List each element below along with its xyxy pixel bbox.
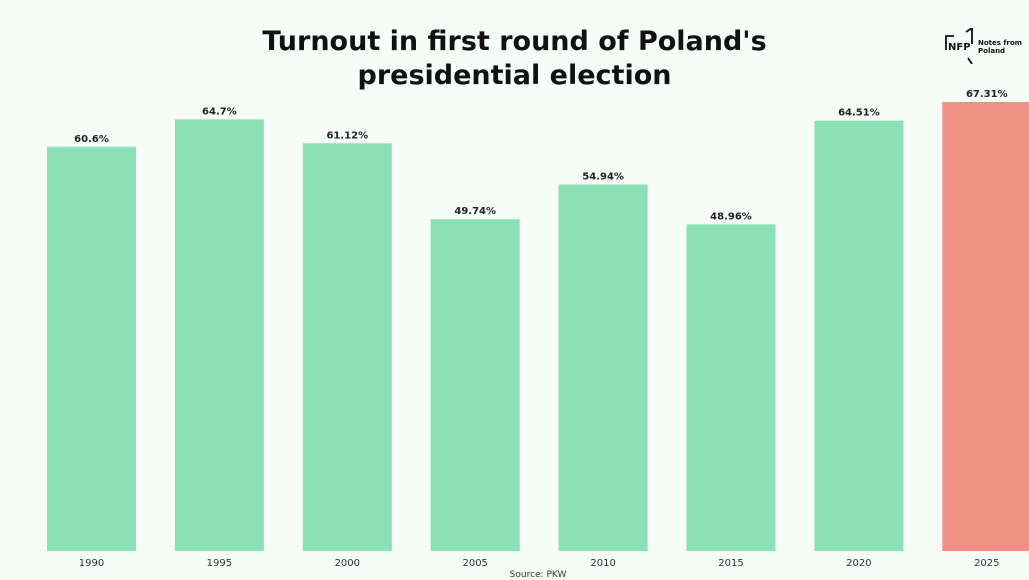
logo-name-line-1: Notes from [978,39,1022,47]
bar-1990 [47,146,136,552]
logo-mark-text: NFP [948,42,971,53]
bar-2015 [686,224,776,551]
bar-2025 [942,102,1029,551]
bar-2000 [302,143,392,552]
nfp-logo-icon: NFP [945,28,973,64]
x-tick-2020: 2020 [846,558,871,569]
publisher-logo: NFP Notes from Poland [944,28,1026,64]
bars-group [47,102,1029,552]
data-label-1990: 60.6% [74,134,109,145]
data-label-2015: 48.96% [710,211,752,222]
bar-1995 [174,119,264,552]
x-tick-2015: 2015 [718,558,743,569]
data-label-2000: 61.12% [326,130,368,141]
x-tick-1995: 1995 [207,558,232,569]
data-label-2020: 64.51% [838,108,880,119]
x-tick-2025: 2025 [974,558,999,569]
data-label-2010: 54.94% [582,172,624,183]
chart-title-line-2: presidential election [357,60,672,91]
x-tick-1990: 1990 [79,558,104,569]
data-label-1995: 64.7% [202,106,237,117]
logo-wordmark: Notes from Poland [978,39,1024,55]
x-tick-2000: 2000 [335,558,360,569]
bar-2005 [430,219,520,551]
x-tick-2010: 2010 [590,558,615,569]
data-label-2005: 49.74% [454,206,496,217]
bar-2020 [814,120,904,551]
chart-title-line-1: Turnout in first round of Poland's [262,26,767,57]
bar-2010 [558,184,648,551]
data-label-2025: 67.31% [966,89,1008,100]
data-labels-group: 60.6% 64.7% 61.12% 49.74% 54.94% 48.96% 64.51%… [74,89,1007,222]
source-note: Source: PKW [510,570,567,580]
x-tick-labels-group: 1990 1995 2000 2005 2010 2015 2020 2025 [79,558,1000,569]
x-tick-2005: 2005 [462,558,487,569]
logo-name-line-2: Poland [978,47,1006,55]
